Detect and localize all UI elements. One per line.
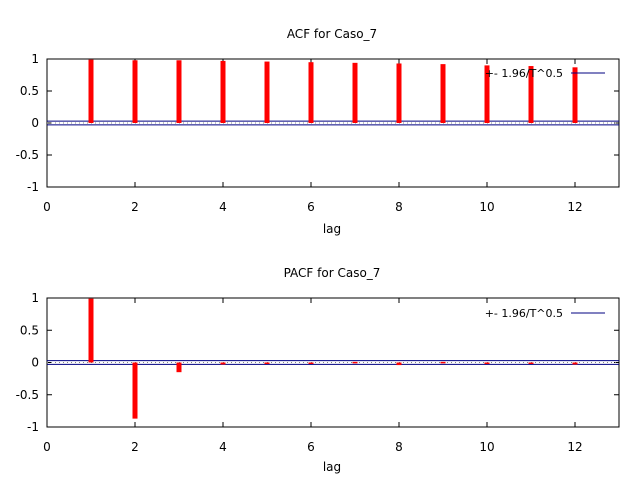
correlation-bar-lag-10 xyxy=(484,362,490,364)
chart-title: PACF for Caso_7 xyxy=(284,266,381,280)
legend: +- 1.96/T^0.5 xyxy=(485,67,605,80)
y-tick-label: 1 xyxy=(31,291,39,305)
y-tick-label: 0.5 xyxy=(20,323,39,337)
x-tick-label: 0 xyxy=(43,200,51,214)
x-tick-label: 4 xyxy=(219,200,227,214)
x-tick-label: 0 xyxy=(43,440,51,454)
y-tick-label: 0 xyxy=(31,356,39,370)
correlation-bar-lag-11 xyxy=(528,66,534,123)
x-tick-label: 4 xyxy=(219,440,227,454)
x-tick-label: 8 xyxy=(395,200,403,214)
x-tick-label: 10 xyxy=(479,200,494,214)
correlation-bar-lag-6 xyxy=(308,62,314,123)
correlation-bar-lag-2 xyxy=(132,60,138,123)
correlation-bar-lag-5 xyxy=(264,362,270,364)
y-tick-label: 0 xyxy=(31,116,39,130)
y-tick-label: -0.5 xyxy=(16,388,39,402)
correlation-bar-lag-4 xyxy=(220,362,226,365)
legend-label: +- 1.96/T^0.5 xyxy=(485,307,563,320)
legend: +- 1.96/T^0.5 xyxy=(485,307,605,320)
correlation-bar-lag-8 xyxy=(396,63,402,123)
x-tick-label: 2 xyxy=(131,440,139,454)
correlation-bar-lag-7 xyxy=(352,361,358,364)
x-tick-label: 12 xyxy=(567,440,582,454)
correlation-bar-lag-8 xyxy=(396,362,402,366)
y-tick-label: 1 xyxy=(31,52,39,66)
correlation-bar-lag-9 xyxy=(440,361,446,364)
y-tick-label: -1 xyxy=(27,420,39,434)
correlation-bar-lag-3 xyxy=(176,362,182,373)
acf-panel: ACF for Caso_7 10.50-0.5-10 2 4 6 8 10 12 lag … xyxy=(16,27,620,236)
x-tick-label: 2 xyxy=(131,200,139,214)
correlation-bar-lag-1 xyxy=(88,298,94,363)
y-tick-label: -1 xyxy=(27,180,39,194)
correlation-bar-lag-11 xyxy=(528,362,534,364)
x-axis-label: lag xyxy=(323,460,341,474)
pacf-panel: PACF for Caso_7 1 0.5 0 -0.5 -1 0 2 4 6 8 10 12 lag… xyxy=(16,266,620,474)
chart-title: ACF for Caso_7 xyxy=(287,27,377,41)
correlation-bar-lag-10 xyxy=(484,65,490,123)
y-tick-label: 0.5 xyxy=(20,84,39,98)
correlation-bar-lag-1 xyxy=(88,59,94,123)
x-axis-label: lag xyxy=(323,222,341,236)
correlation-bar-lag-2 xyxy=(132,362,138,419)
x-tick-label: 8 xyxy=(395,440,403,454)
x-tick-label: 10 xyxy=(479,440,494,454)
correlation-bar-lag-4 xyxy=(220,60,226,123)
correlation-bar-lag-12 xyxy=(572,67,578,123)
legend-label: +- 1.96/T^0.5 xyxy=(485,67,563,80)
x-tick-label: 6 xyxy=(307,200,315,214)
correlation-bar-lag-9 xyxy=(440,64,446,123)
correlation-bar-lag-5 xyxy=(264,61,270,123)
y-tick-label: -0.5 xyxy=(16,148,39,162)
plot-area: 1 0.5 0 -0.5 -1 0 2 4 6 8 10 12 xyxy=(16,52,620,214)
correlation-bar-lag-3 xyxy=(176,60,182,123)
x-tick-label: 12 xyxy=(567,200,582,214)
plot-area: 1 0.5 0 -0.5 -1 0 2 4 6 8 10 12 xyxy=(16,291,620,454)
correlation-bar-lag-7 xyxy=(352,62,358,123)
x-tick-label: 6 xyxy=(307,440,315,454)
correlation-bar-lag-12 xyxy=(572,362,578,365)
correlation-bar-lag-6 xyxy=(308,362,314,364)
